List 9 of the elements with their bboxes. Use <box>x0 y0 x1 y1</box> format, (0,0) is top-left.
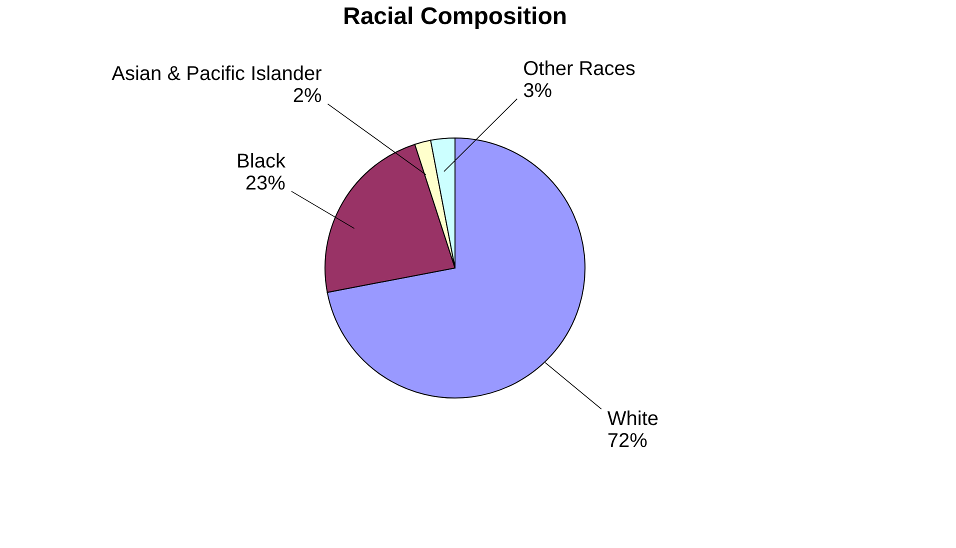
slice-label: Other Races <box>523 58 636 80</box>
slice-label: White <box>607 408 659 430</box>
data-label: 3% <box>523 80 552 102</box>
chart-title: Racial Composition <box>342 3 568 30</box>
data-label: 2% <box>292 84 322 107</box>
data-label: 72% <box>607 430 648 452</box>
data-label: 23% <box>245 172 286 194</box>
slice-label: Asian & Pacific Islander <box>112 62 322 85</box>
slice-label: Black <box>236 150 286 172</box>
